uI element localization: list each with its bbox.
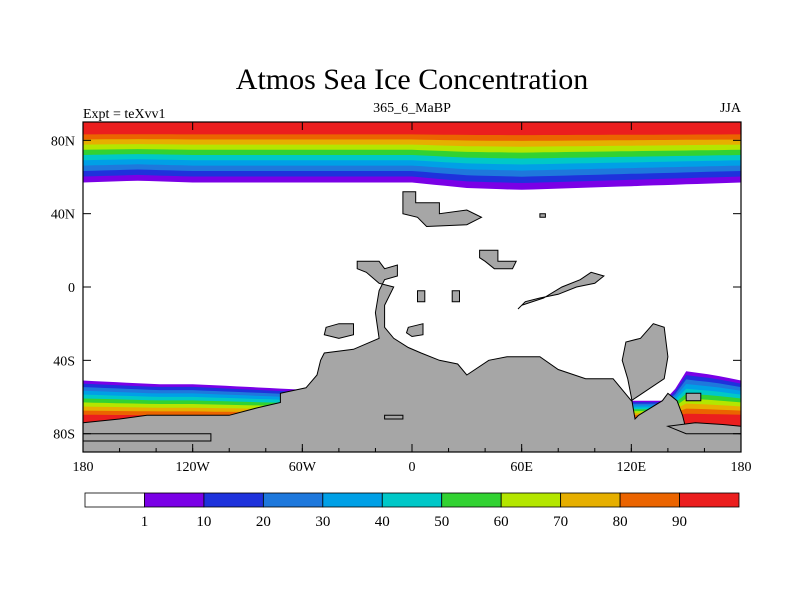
colorbar-swatch xyxy=(381,492,443,508)
colorbar-label: 20 xyxy=(256,514,271,530)
colorbar-swatch xyxy=(441,492,502,508)
colorbar-swatch xyxy=(262,492,324,508)
land-islet-e xyxy=(451,290,460,303)
land-gondwana xyxy=(83,260,741,452)
colorbar-swatch xyxy=(322,492,383,508)
colorbar-label: 10 xyxy=(196,514,211,530)
colorbar-label: 50 xyxy=(434,514,449,530)
y-tick-label: 0 xyxy=(68,281,75,296)
axis-ticks: 180 120W 60W 0 60E 120E 180 80N 40N 0 40S 80S xyxy=(51,122,752,475)
map-plot-area xyxy=(83,122,741,452)
y-tick-label: 80S xyxy=(53,428,75,443)
land-small-island-mid xyxy=(405,323,424,338)
x-tick-label: 120E xyxy=(617,460,647,475)
land-tethys-island xyxy=(517,271,605,310)
land-small-island-west xyxy=(323,323,354,339)
colorbar-label: 1 xyxy=(141,514,149,530)
x-tick-label: 120W xyxy=(176,460,211,475)
land-antarctic-block-w xyxy=(83,433,212,442)
x-tick-label: 0 xyxy=(409,460,416,475)
land-small-island-north xyxy=(539,213,546,218)
y-tick-label: 80N xyxy=(51,134,75,149)
land-islet-ne xyxy=(417,290,426,303)
x-tick-label: 60W xyxy=(289,460,317,475)
colorbar-swatch xyxy=(203,492,264,508)
x-tick-label: 180 xyxy=(731,460,752,475)
colorbar-swatch xyxy=(619,492,680,508)
land-islet-s xyxy=(384,414,404,420)
x-tick-label: 180 xyxy=(73,460,94,475)
colorbar-swatch xyxy=(144,492,205,508)
colorbar-label: 30 xyxy=(315,514,330,530)
colorbar-label: 90 xyxy=(672,514,687,530)
land-central-asia xyxy=(479,249,518,270)
chart-title: Atmos Sea Ice Concentration xyxy=(236,63,588,96)
land-antarctic-inner xyxy=(665,422,741,435)
land-islet-far-e xyxy=(685,392,702,402)
colorbar-swatch xyxy=(84,492,145,508)
colorbar-swatch xyxy=(560,492,621,508)
colorbar-swatch xyxy=(679,492,740,508)
y-tick-label: 40S xyxy=(53,354,75,369)
colorbar-label: 70 xyxy=(553,514,568,530)
y-tick-label: 40N xyxy=(51,208,75,223)
subtitle-season: JJA xyxy=(720,101,742,116)
subtitle-experiment: Expt = teXvv1 xyxy=(83,107,166,122)
colorbar-label: 60 xyxy=(494,514,509,530)
colorbar: 1 10 20 30 40 50 60 70 80 90 xyxy=(84,492,740,530)
x-tick-label: 60E xyxy=(510,460,533,475)
subtitle-period: 365_6_MaBP xyxy=(373,101,451,116)
colorbar-label: 40 xyxy=(375,514,390,530)
colorbar-swatch xyxy=(500,492,562,508)
colorbar-label: 80 xyxy=(613,514,628,530)
land-laurasia xyxy=(402,191,483,228)
